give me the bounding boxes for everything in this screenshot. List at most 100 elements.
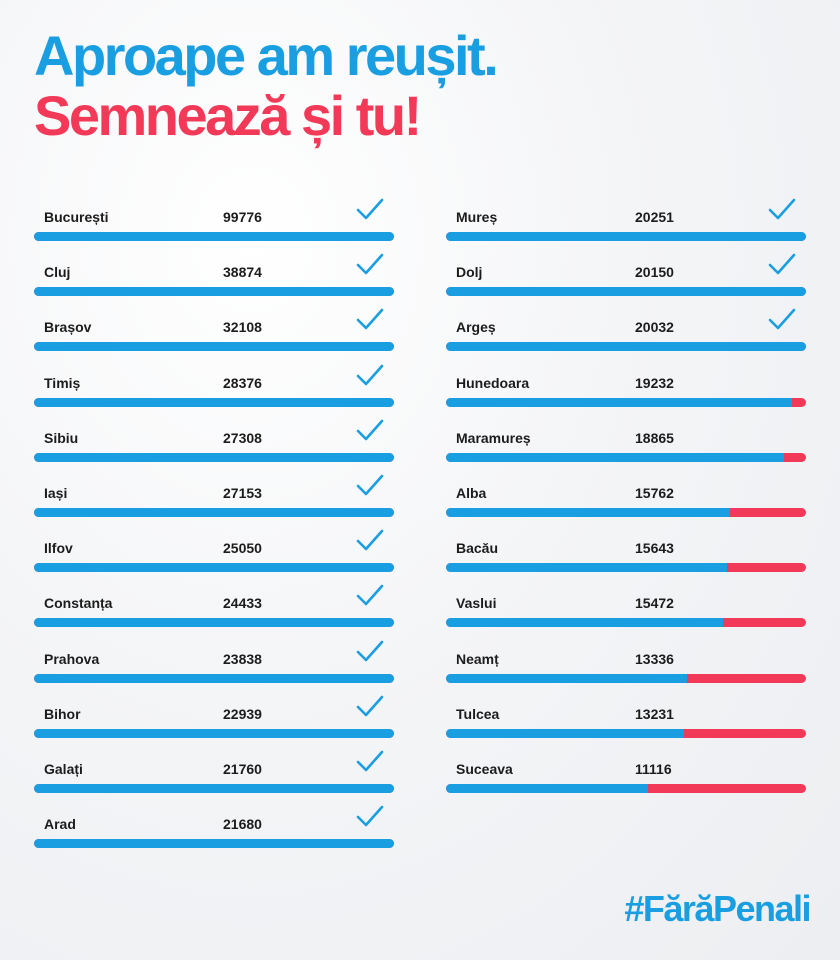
progress-bar-fill: [446, 452, 785, 462]
county-name: București: [44, 209, 109, 225]
progress-bar: [446, 397, 806, 407]
progress-bar: [446, 232, 806, 241]
progress-bar: [34, 673, 394, 683]
county-row: Mureș 20251: [446, 194, 806, 249]
progress-bar: [446, 342, 806, 352]
progress-bar-fill: [446, 342, 806, 352]
progress-bar: [34, 342, 394, 352]
progress-bar: [34, 563, 394, 573]
checkmark-icon: [356, 364, 384, 385]
progress-bar: [446, 563, 806, 573]
signature-count: 24433: [223, 595, 262, 612]
county-name: Sibiu: [44, 429, 79, 446]
checkmark-icon: [356, 640, 384, 661]
progress-bar: [446, 728, 806, 738]
progress-bar-fill: [34, 397, 394, 407]
county-row: Hunedoara 19232: [446, 360, 806, 415]
county-name: Suceava: [456, 760, 513, 777]
county-row: Timiș 28376: [34, 360, 394, 415]
signature-count: 21680: [223, 816, 262, 833]
signature-count: 99776: [223, 209, 262, 225]
county-row: Arad 21680: [34, 801, 394, 856]
signature-count: 13231: [635, 705, 674, 722]
signature-count: 22939: [223, 705, 262, 722]
county-name: Bacău: [456, 540, 499, 557]
county-name: Mureș: [456, 209, 498, 225]
progress-bar-fill: [34, 783, 394, 793]
signature-count: 19232: [635, 374, 674, 391]
signature-count: 27153: [223, 484, 262, 501]
progress-bar-fill: [446, 507, 731, 517]
progress-bar: [446, 507, 806, 517]
signature-count: 38874: [223, 264, 262, 281]
checkmark-icon: [356, 253, 384, 275]
county-name: Vaslui: [456, 595, 497, 612]
county-name: Alba: [456, 484, 487, 501]
progress-bar: [34, 507, 394, 517]
signature-count: 20150: [635, 264, 674, 281]
county-name: Iași: [44, 484, 68, 501]
county-row: Dolj 20150: [446, 249, 806, 304]
county-row: Alba 15762: [446, 470, 806, 525]
progress-bar: [34, 232, 394, 241]
signature-count: 21760: [223, 760, 262, 777]
county-name: Argeș: [456, 319, 496, 336]
hashtag: #FărăPenali: [624, 888, 811, 929]
county-row: Galați 21760: [34, 746, 394, 801]
progress-bar: [34, 452, 394, 462]
progress-bar-fill: [34, 728, 394, 738]
county-row: Suceava 11116: [446, 746, 806, 801]
progress-bar-fill: [446, 397, 792, 407]
checkmark-icon: [356, 695, 384, 716]
county-row: Cluj 38874: [34, 249, 394, 304]
progress-bar: [446, 618, 806, 628]
checkmark-icon: [356, 585, 384, 606]
progress-bar-fill: [34, 342, 394, 352]
progress-bar-fill: [34, 507, 394, 517]
signature-count: 23838: [223, 650, 262, 667]
county-name: Timiș: [44, 374, 81, 391]
county-row: Iași 27153: [34, 470, 394, 525]
headline-line-2: Semnează și tu!: [34, 84, 422, 147]
county-row: Argeș 20032: [446, 304, 806, 359]
county-name: Constanța: [44, 595, 113, 612]
progress-bar-fill: [446, 673, 688, 683]
progress-bar-fill: [34, 563, 394, 573]
county-name: Brașov: [44, 319, 92, 336]
county-row: Bihor 22939: [34, 691, 394, 746]
headline-line-1: Aproape am reușit.: [34, 24, 499, 87]
county-name: Cluj: [44, 264, 71, 281]
county-row: Neamț 13336: [446, 636, 806, 691]
signature-count: 11116: [635, 760, 672, 777]
progress-bar: [446, 673, 806, 683]
checkmark-icon: [768, 198, 796, 220]
progress-bar: [446, 287, 806, 297]
signature-count: 28376: [223, 374, 262, 391]
county-list-left: București 99776 Cluj 38874 Brașov 32108 Timiș 2…: [34, 194, 394, 856]
county-row: Brașov 32108: [34, 304, 394, 359]
checkmark-icon: [356, 805, 384, 827]
signature-count: 18865: [635, 429, 674, 446]
county-name: Bihor: [44, 705, 81, 722]
progress-bar: [34, 397, 394, 407]
county-row: Bacău 15643: [446, 525, 806, 580]
checkmark-icon: [356, 198, 384, 220]
county-row: Sibiu 27308: [34, 415, 394, 470]
progress-bar-fill: [446, 287, 806, 297]
signature-count: 13336: [635, 650, 674, 667]
checkmark-icon: [356, 529, 384, 551]
county-name: Galați: [44, 760, 83, 777]
progress-bar-fill: [34, 673, 394, 683]
progress-bar: [34, 839, 394, 849]
signature-count: 15472: [635, 595, 674, 612]
signature-count: 27308: [223, 429, 262, 446]
county-name: Neamț: [456, 650, 499, 667]
progress-bar: [34, 287, 394, 297]
progress-bar: [34, 728, 394, 738]
county-row: Prahova 23838: [34, 636, 394, 691]
county-name: Tulcea: [456, 705, 500, 722]
signature-count: 20251: [635, 209, 674, 225]
checkmark-icon: [768, 309, 796, 330]
county-row: Constanța 24433: [34, 580, 394, 635]
progress-bar-fill: [34, 618, 394, 628]
